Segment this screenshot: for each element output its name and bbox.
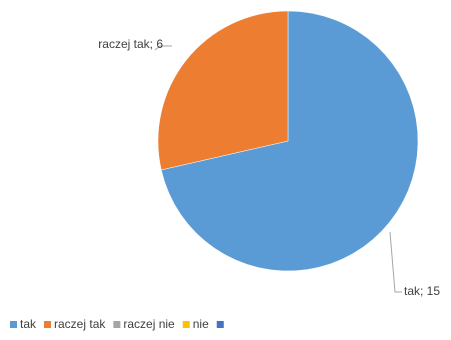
legend-swatch: [113, 321, 121, 328]
leader-line: [154, 45, 172, 51]
pie-slice: [157, 10, 289, 171]
legend-swatch: [44, 321, 52, 328]
pie-slice: [160, 10, 419, 272]
legend-label: tak: [20, 317, 37, 331]
legend-swatch: [10, 321, 17, 328]
legend-label: raczej nie: [123, 317, 175, 331]
data-label: tak; 15: [404, 284, 440, 298]
legend-swatch: [182, 321, 190, 328]
legend-label: raczej tak: [54, 317, 106, 331]
leader-line: [389, 231, 402, 293]
legend-label: nie: [193, 317, 209, 331]
legend-swatch: [216, 321, 224, 328]
data-label: raczej tak; 6: [98, 37, 163, 51]
